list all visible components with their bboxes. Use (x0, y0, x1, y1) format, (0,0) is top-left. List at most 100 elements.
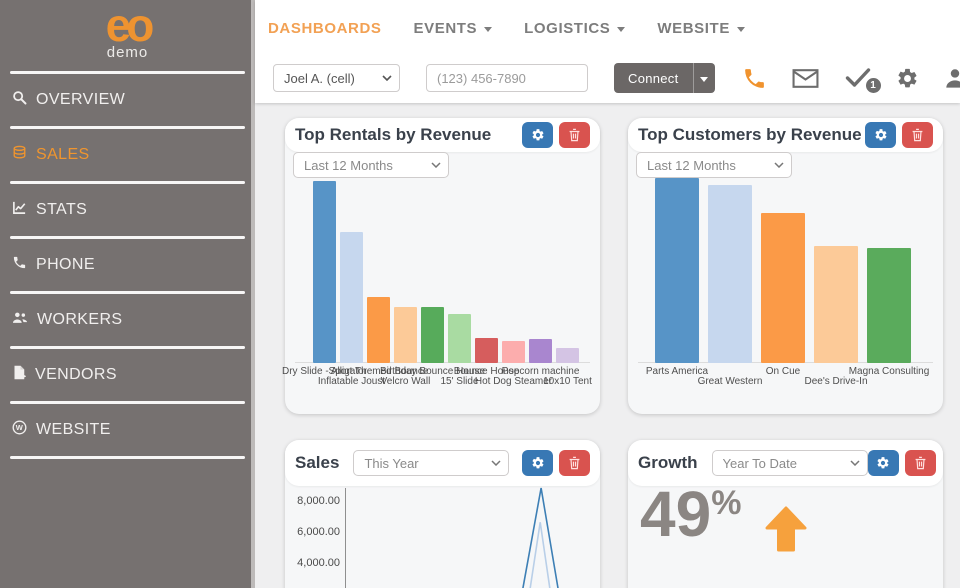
bar-4 (867, 248, 911, 363)
bar-2 (761, 213, 805, 363)
growth-value: 49 (640, 478, 712, 550)
sidebar-item-website[interactable]: W WEBSITE (0, 404, 255, 456)
sidebar-scrollbar[interactable] (251, 0, 255, 588)
nav-website[interactable]: WEBSITE (657, 20, 745, 37)
bar-label-3: Velcro Wall (380, 376, 431, 387)
sidebar-item-workers[interactable]: WORKERS (0, 294, 255, 346)
brand-logo-subtitle: demo (106, 44, 149, 61)
bar-label-4: Birthday Bounce House (379, 366, 486, 377)
sidebar-item-stats[interactable]: STATS (0, 184, 255, 236)
bar-0 (313, 181, 336, 363)
phone-call-icon[interactable] (742, 66, 767, 91)
widget-settings-button[interactable] (522, 450, 553, 476)
connect-split-button: Connect (614, 63, 715, 93)
main-nav: DASHBOARDS EVENTS LOGISTICS WEBSITE (255, 0, 960, 56)
sidebar-item-label: WORKERS (37, 311, 123, 328)
card-header: Sales This Year (285, 440, 600, 486)
widget-settings-button[interactable] (865, 122, 896, 148)
sidebar-item-label: SALES (36, 146, 90, 163)
nav-logistics[interactable]: LOGISTICS (524, 19, 626, 37)
widget-settings-button[interactable] (867, 450, 899, 476)
customers-axis-labels: Parts America Great Western On Cue Dee's Dr… (628, 365, 943, 389)
rentals-range-select[interactable]: Last 12 Months (293, 152, 449, 178)
chart-icon (12, 200, 27, 220)
card-title: Top Customers by Revenue (638, 125, 862, 144)
sidebar-item-phone[interactable]: PHONE (0, 239, 255, 291)
connect-dropdown-button[interactable] (692, 63, 715, 93)
customers-range-select[interactable]: Last 12 Months (636, 152, 792, 178)
tasks-check-icon[interactable]: 1 (844, 67, 881, 93)
arrow-up-icon (765, 506, 807, 552)
growth-kpi: 49 % (640, 482, 807, 552)
card-title: Sales (295, 453, 340, 472)
sidebar-item-label: VENDORS (35, 366, 117, 383)
user-profile-icon[interactable] (944, 67, 960, 90)
coins-icon (12, 145, 27, 165)
sidebar-item-overview[interactable]: OVERVIEW (0, 74, 255, 126)
bar-label-3: Dee's Drive-In (804, 376, 868, 387)
nav-label: LOGISTICS (524, 19, 611, 37)
rentals-bar-chart (313, 181, 579, 363)
users-icon (12, 310, 28, 330)
bar-9 (556, 348, 579, 363)
wordpress-icon: W (12, 420, 27, 440)
bar-6 (475, 338, 498, 363)
bar-3 (394, 307, 417, 363)
nav-events[interactable]: EVENTS (414, 20, 493, 37)
sidebar-menu: OVERVIEW SALES STATS PHONE WORKERS VENDO… (0, 74, 255, 459)
sidebar-item-sales[interactable]: SALES (0, 129, 255, 181)
sales-range-select[interactable]: This Year (353, 450, 510, 476)
card-body: Last 12 Months Parts America Great Wester… (628, 152, 943, 414)
nav-label: WEBSITE (657, 19, 730, 37)
brand-logo-mark: eo (105, 0, 155, 51)
card-body: Last 12 Months Dry Slide - Alligator Infl… (281, 152, 600, 414)
search-icon (12, 90, 27, 110)
bar-label-6: Bounce House (453, 366, 520, 377)
growth-range-select[interactable]: Year To Date (711, 450, 868, 476)
sidebar-divider (10, 456, 245, 459)
connect-button[interactable]: Connect (614, 63, 693, 93)
bar-label-7: Hot Dog Steamer (474, 376, 553, 387)
card-title: Top Rentals by Revenue (295, 125, 492, 144)
line-series-2 (529, 522, 551, 588)
sidebar-item-label: OVERVIEW (36, 91, 126, 108)
sidebar-divider (10, 71, 245, 74)
bar-label-0: Parts America (645, 366, 709, 377)
bar-2 (367, 297, 390, 363)
widget-delete-button[interactable] (904, 450, 936, 476)
y-axis-line (345, 488, 346, 588)
bar-label-2: Sport Themed Bounce (328, 366, 429, 377)
call-toolbar: Joel A. (cell) Connect 1 (255, 56, 960, 100)
widget-delete-button[interactable] (902, 122, 933, 148)
brand-logo[interactable]: eo demo (0, 0, 255, 61)
y-tick-label: 4,000.00 (297, 557, 340, 569)
bar-label-4: Magna Consulting (848, 366, 930, 377)
widget-delete-button[interactable] (559, 122, 590, 148)
sidebar-divider (10, 401, 245, 404)
sidebar: eo demo OVERVIEW SALES STATS PHONE WORKE… (0, 0, 255, 588)
bar-label-9: 10x10 Tent (543, 376, 592, 387)
gear-icon[interactable] (896, 67, 919, 90)
header-icon-group: 1 (742, 66, 960, 93)
bar-8 (529, 339, 552, 363)
bar-1 (708, 185, 752, 363)
bar-label-0: Dry Slide - Alligator (281, 366, 368, 377)
notification-badge: 1 (865, 78, 881, 93)
sidebar-item-vendors[interactable]: VENDORS (0, 349, 255, 401)
nav-dashboards[interactable]: DASHBOARDS (268, 20, 382, 37)
card-body: 8,000.00 6,000.00 4,000.00 (285, 486, 600, 588)
sidebar-divider (10, 346, 245, 349)
widget-settings-button[interactable] (522, 122, 553, 148)
card-header: Growth Year To Date (628, 440, 943, 486)
sidebar-item-label: WEBSITE (36, 421, 111, 438)
card-top-rentals: Top Rentals by Revenue Last 12 Months Dr… (281, 118, 600, 414)
nav-label: DASHBOARDS (268, 19, 382, 37)
widget-delete-button[interactable] (559, 450, 590, 476)
chevron-down-icon (484, 26, 493, 32)
email-icon[interactable] (792, 68, 819, 89)
y-tick-label: 6,000.00 (297, 526, 340, 538)
bar-5 (448, 314, 471, 363)
phone-number-input[interactable] (426, 64, 588, 92)
sidebar-divider (10, 291, 245, 294)
contact-select[interactable]: Joel A. (cell) (273, 64, 400, 92)
